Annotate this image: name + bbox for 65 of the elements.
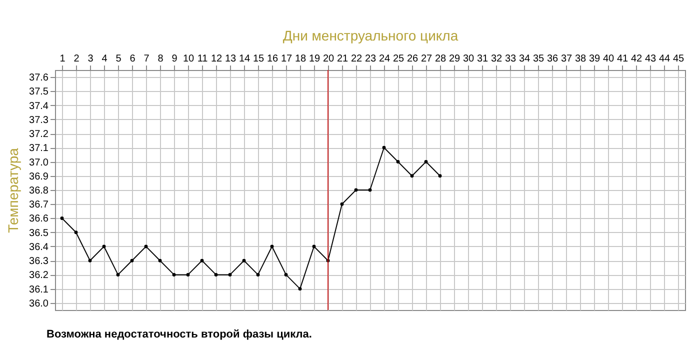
y-tick-label: 37.1 bbox=[29, 143, 49, 154]
x-tick-label: 43 bbox=[644, 54, 656, 64]
y-tick-label: 36.1 bbox=[29, 284, 49, 296]
x-tick-label: 21 bbox=[336, 54, 348, 64]
x-tick-label: 34 bbox=[518, 54, 530, 64]
x-axis-title: Дни менструального цикла bbox=[282, 28, 458, 44]
x-tick-label: 17 bbox=[280, 54, 292, 64]
x-tick-label: 12 bbox=[210, 54, 222, 64]
x-tick-label: 1 bbox=[60, 54, 66, 64]
x-tick-label: 29 bbox=[448, 54, 460, 64]
y-tick-label: 37.4 bbox=[29, 100, 49, 112]
x-tick-label: 35 bbox=[532, 54, 544, 64]
y-tick-label: 36.8 bbox=[29, 186, 49, 196]
y-tick-label: 36.2 bbox=[29, 270, 49, 282]
y-tick-label: 37.0 bbox=[29, 157, 49, 168]
x-tick-label: 44 bbox=[658, 54, 670, 64]
x-tick-label: 45 bbox=[672, 54, 684, 64]
x-tick-label: 3 bbox=[88, 54, 94, 64]
x-tick-label: 7 bbox=[144, 54, 150, 64]
x-tick-label: 39 bbox=[588, 54, 600, 64]
x-tick-label: 32 bbox=[490, 54, 502, 64]
x-tick-label: 23 bbox=[364, 54, 376, 64]
x-tick-label: 15 bbox=[252, 54, 264, 64]
y-tick-label: 36.4 bbox=[29, 242, 49, 253]
x-tick-label: 13 bbox=[224, 54, 236, 64]
x-tick-label: 19 bbox=[308, 54, 320, 64]
y-tick-label: 37.3 bbox=[29, 114, 49, 126]
x-tick-label: 2 bbox=[74, 54, 80, 64]
x-tick-label: 6 bbox=[130, 54, 136, 64]
x-tick-label: 5 bbox=[116, 54, 122, 64]
x-tick-label: 30 bbox=[462, 54, 474, 64]
x-tick-label: 27 bbox=[420, 54, 432, 64]
x-tick-label: 10 bbox=[182, 54, 194, 64]
x-tick-label: 4 bbox=[102, 54, 108, 64]
x-tick-label: 41 bbox=[616, 54, 628, 64]
x-tick-label: 31 bbox=[476, 54, 488, 64]
x-tick-label: 38 bbox=[574, 54, 586, 64]
y-tick-label: 37.5 bbox=[29, 86, 49, 98]
x-tick-label: 11 bbox=[197, 54, 208, 64]
x-tick-label: 14 bbox=[238, 54, 250, 64]
y-tick-label: 36.9 bbox=[29, 171, 49, 182]
y-tick-label: 37.6 bbox=[29, 72, 49, 84]
x-tick-label: 37 bbox=[560, 54, 572, 64]
x-tick-label: 26 bbox=[406, 54, 418, 64]
y-tick-label: 36.5 bbox=[29, 228, 49, 239]
y-axis-title: Температура bbox=[5, 148, 22, 233]
y-tick-label: 36.7 bbox=[29, 200, 49, 211]
x-tick-label: 25 bbox=[392, 54, 404, 64]
x-tick-label: 16 bbox=[266, 54, 278, 64]
x-tick-label: 40 bbox=[602, 54, 614, 64]
x-tick-label: 33 bbox=[504, 54, 516, 64]
x-tick-label: 36 bbox=[546, 54, 558, 64]
text: Возможна недостаточность второй фазы цикла. bbox=[46, 328, 312, 340]
x-tick-label: 24 bbox=[378, 54, 390, 64]
y-tick-label: 36.3 bbox=[29, 256, 49, 268]
x-tick-label: 9 bbox=[172, 54, 178, 64]
x-tick-label: 22 bbox=[350, 54, 362, 64]
x-tick-label: 28 bbox=[434, 54, 446, 64]
x-tick-label: 18 bbox=[294, 54, 306, 64]
x-tick-label: 42 bbox=[630, 54, 642, 64]
y-tick-label: 37.2 bbox=[29, 129, 49, 140]
y-tick-label: 36.0 bbox=[29, 298, 49, 310]
x-tick-label: 20 bbox=[322, 54, 334, 64]
y-tick-label: 36.6 bbox=[29, 214, 49, 225]
x-tick-label: 8 bbox=[158, 54, 164, 64]
